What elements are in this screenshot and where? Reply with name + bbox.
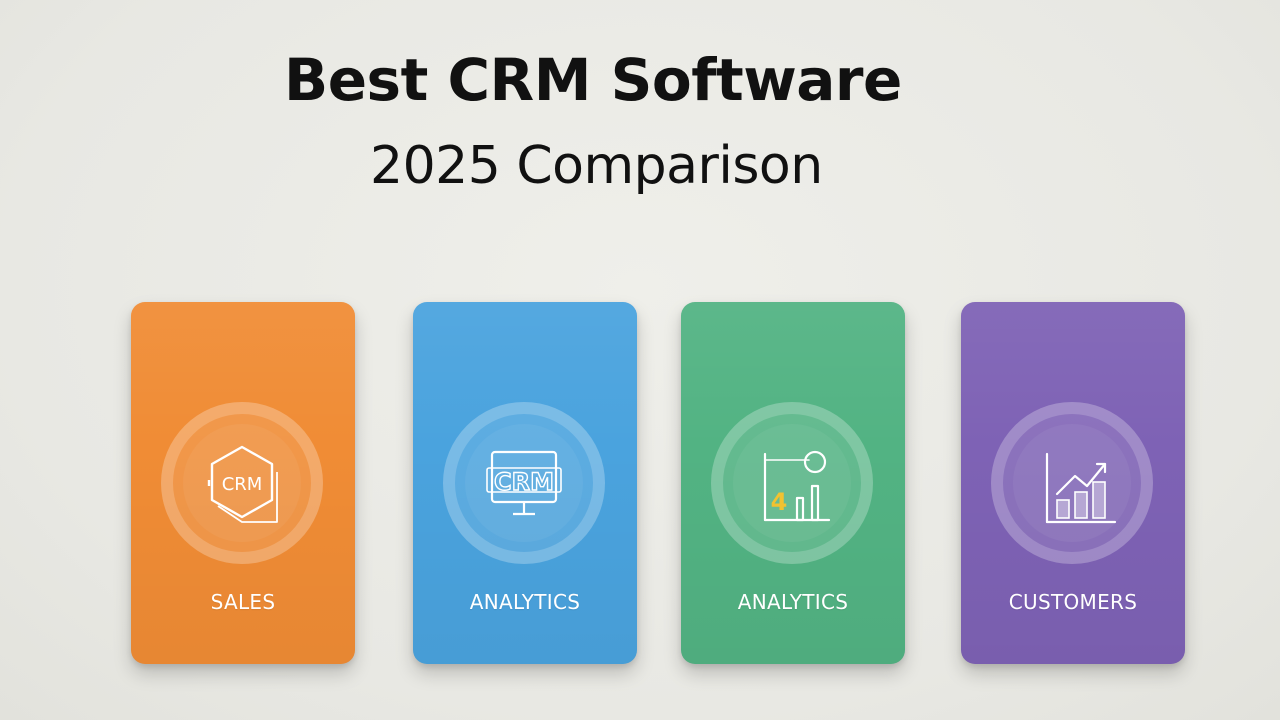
crm-monitor-icon: CRM [455,414,617,576]
page-subtitle: 2025 Comparison [370,136,823,196]
icon-ring-inner [733,424,851,542]
card-analytics-monitor[interactable]: CRM ANALYTICS [413,302,637,664]
icon-ring: 4 [711,402,873,564]
growth-chart-icon [1003,414,1165,576]
growth-chart-icon-graphic [1045,452,1117,524]
page-title: Best CRM Software [284,46,902,114]
card-analytics-chart[interactable]: 4 ANALYTICS [681,302,905,664]
icon-ring-inner [465,424,583,542]
crm-hexagon-icon: CRM [173,414,335,576]
crm-monitor-icon-graphic: CRM [486,450,562,516]
bar-chart-gauge-icon: 4 [723,414,885,576]
crm-hexagon-icon-graphic: CRM [207,445,278,523]
crm-icon-text: CRM [222,474,263,495]
card-customers[interactable]: CUSTOMERS [961,302,1185,664]
chart-icon-number: 4 [771,488,788,516]
card-label-sales: SALES [210,590,276,614]
icon-ring: CRM [443,402,605,564]
card-sales[interactable]: CRM SALES [131,302,355,664]
bar-chart-gauge-icon-graphic: 4 [763,450,831,522]
icon-ring: CRM [161,402,323,564]
card-label-analytics: ANALYTICS [469,590,581,614]
card-label-customers: CUSTOMERS [1008,590,1138,614]
icon-ring [991,402,1153,564]
card-label-analytics: ANALYTICS [737,590,849,614]
crm-icon-text: CRM [494,468,554,496]
